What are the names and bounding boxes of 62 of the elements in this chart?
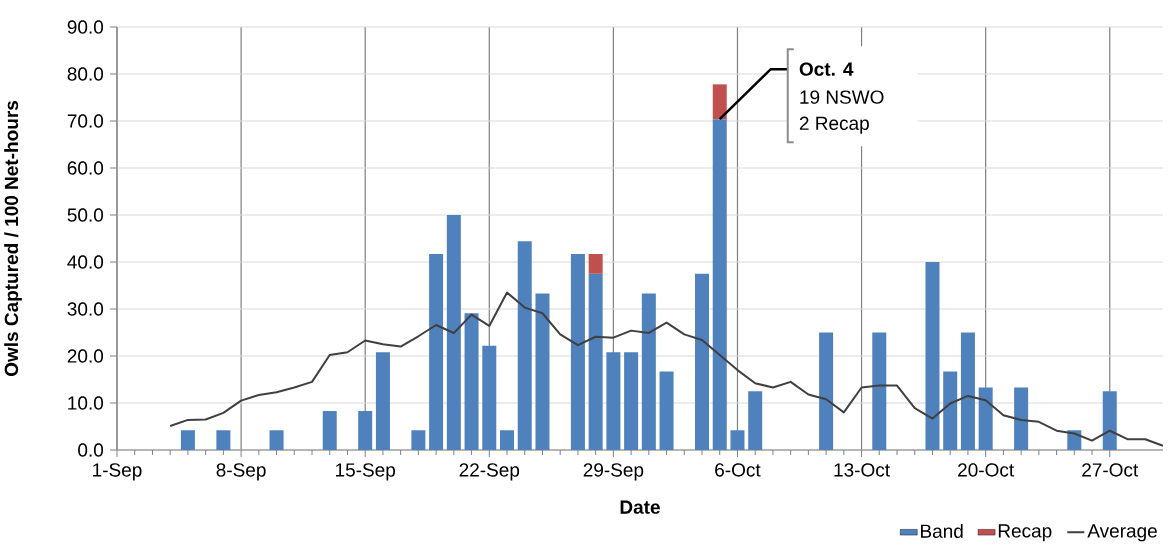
annotation: 2 Recap xyxy=(799,116,869,134)
bar xyxy=(464,313,479,450)
bar xyxy=(748,391,763,450)
y-tick-label: 50.0 xyxy=(67,208,104,222)
bar xyxy=(624,352,639,450)
bar xyxy=(216,430,231,450)
bar xyxy=(322,410,337,450)
y-tick-label: 10.0 xyxy=(68,396,104,410)
bar xyxy=(978,387,993,450)
x-tick-label: 27-Oct xyxy=(1082,463,1139,477)
legend-label: Recap xyxy=(998,524,1052,542)
y-tick-label: 80.0 xyxy=(67,67,104,81)
bar xyxy=(429,254,444,450)
bar xyxy=(641,293,656,450)
y-axis-title: Owls Captured / 100 Net-hours xyxy=(4,100,22,377)
bar xyxy=(606,352,621,450)
bar xyxy=(819,332,834,450)
bar xyxy=(446,215,461,450)
x-tick-label: 29-Sep xyxy=(583,463,644,481)
legend-label: Average xyxy=(1087,524,1157,542)
x-tick-label: 15-Sep xyxy=(336,463,396,481)
y-tick-label: 0.0 xyxy=(78,443,104,457)
bar xyxy=(925,262,940,450)
bar xyxy=(872,332,887,450)
y-tick-label: 60.0 xyxy=(67,161,104,175)
bar xyxy=(659,371,674,450)
bar xyxy=(358,410,373,450)
y-tick-label: 90.0 xyxy=(67,20,104,34)
x-tick-label: 6-Oct xyxy=(715,463,761,477)
bar xyxy=(1067,430,1082,450)
bar xyxy=(500,430,515,450)
bar xyxy=(712,84,727,120)
bar xyxy=(535,293,550,450)
annotation: 19 NSWO xyxy=(800,90,884,104)
bar xyxy=(960,332,975,450)
x-tick-label: 20-Oct xyxy=(958,463,1015,477)
bar xyxy=(1102,391,1117,450)
bar xyxy=(375,352,390,450)
bar xyxy=(570,254,585,450)
x-tick-label: 8-Sep xyxy=(216,463,266,481)
annotation: Oct. 4 xyxy=(799,62,854,76)
bar xyxy=(1014,387,1029,450)
bar xyxy=(588,273,603,450)
x-tick-label: 22-Sep xyxy=(459,463,520,481)
x-tick-label: 1-Sep xyxy=(93,463,142,481)
x-axis-title: Date xyxy=(620,500,660,514)
y-tick-label: 30.0 xyxy=(67,302,104,316)
legend-label: Band xyxy=(921,523,963,538)
bar xyxy=(411,430,426,450)
x-tick-label: 13-Oct xyxy=(834,463,890,477)
bar xyxy=(695,273,710,450)
bar xyxy=(517,241,532,450)
bar xyxy=(712,119,727,450)
bar xyxy=(180,430,195,450)
bar xyxy=(482,345,497,450)
bar xyxy=(730,430,745,450)
bar xyxy=(943,371,958,450)
bar xyxy=(588,254,603,274)
bar xyxy=(269,430,284,450)
y-tick-label: 40.0 xyxy=(67,255,104,269)
y-tick-label: 70.0 xyxy=(67,114,104,128)
y-tick-label: 20.0 xyxy=(67,349,104,363)
